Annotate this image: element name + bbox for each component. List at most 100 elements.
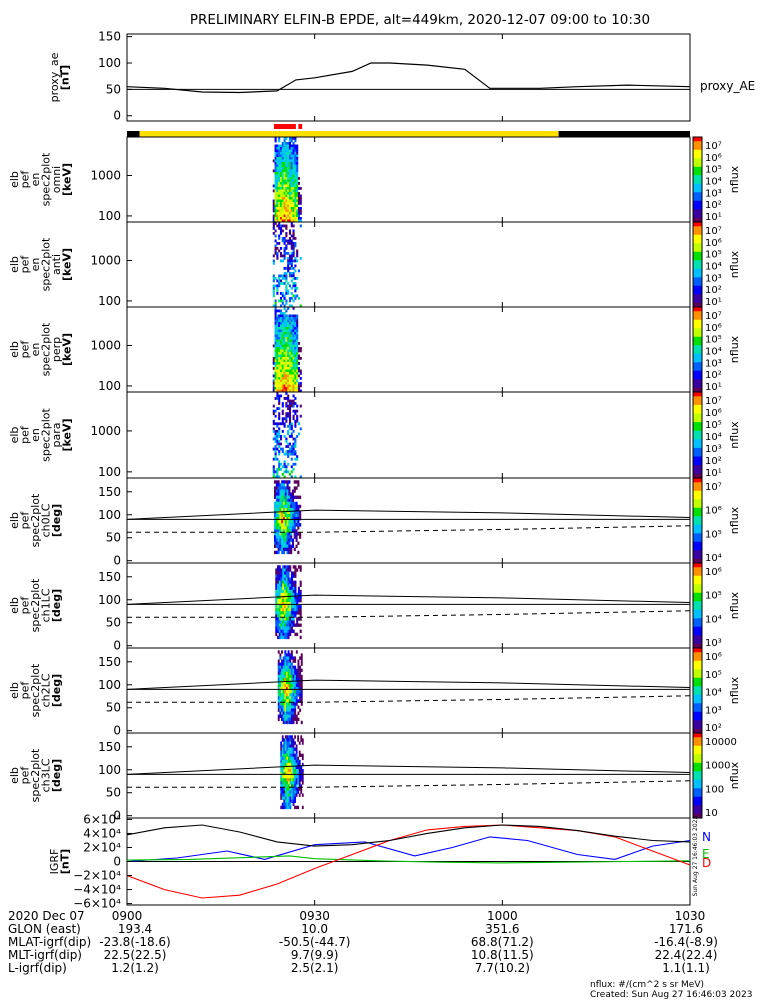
spectrogram-cell bbox=[279, 324, 283, 328]
colorbar-cell bbox=[693, 304, 702, 308]
spectrogram-ch2LC bbox=[277, 650, 303, 725]
spectrogram-cell bbox=[283, 753, 286, 758]
spectrogram-cell bbox=[294, 568, 297, 572]
spectrogram-cell bbox=[279, 462, 283, 466]
spectrogram-cell bbox=[278, 475, 281, 479]
spectrogram-cell bbox=[294, 319, 297, 323]
spectrogram-cell bbox=[287, 756, 290, 761]
spectrogram-cell bbox=[294, 457, 297, 461]
spectrogram-cell bbox=[294, 197, 297, 200]
panel-frame-ch0LC bbox=[126, 477, 691, 564]
spectrogram-cell bbox=[287, 611, 290, 615]
spectrogram-cell bbox=[279, 384, 283, 388]
colorbar-cell bbox=[693, 539, 702, 543]
spectrogram-cell bbox=[285, 252, 288, 255]
spectrogram-cell bbox=[288, 369, 292, 373]
colorbar-cell bbox=[693, 733, 702, 736]
spectrogram-cell bbox=[276, 457, 279, 461]
spectrogram-cell bbox=[284, 711, 287, 715]
spectrogram-cell bbox=[284, 690, 287, 694]
colorbar-cell bbox=[693, 743, 702, 747]
spectrogram-cell bbox=[294, 805, 296, 810]
spectrogram-cell bbox=[290, 435, 293, 438]
spectrogram-cell bbox=[276, 184, 279, 188]
spectrogram-cell bbox=[285, 659, 288, 663]
colorbar-cell bbox=[693, 567, 702, 570]
spectrogram-cell bbox=[274, 207, 277, 210]
colorbar-tick-label: 10⁷ bbox=[705, 396, 722, 407]
spectrogram-cell bbox=[294, 349, 297, 353]
spectrogram-cell bbox=[287, 217, 290, 220]
colorbar-cell bbox=[693, 364, 702, 368]
spectrogram-cell bbox=[289, 747, 292, 751]
y-axis-label: en bbox=[29, 428, 42, 442]
spectrogram-cell bbox=[291, 495, 295, 499]
spectrogram-cell bbox=[292, 762, 295, 767]
spectrogram-cell bbox=[279, 687, 282, 691]
spectrogram-cell bbox=[281, 192, 284, 195]
spectrogram-cell bbox=[276, 595, 280, 600]
colorbar-cell bbox=[693, 488, 702, 492]
spectrogram-cell bbox=[294, 668, 297, 673]
spectrogram-cell bbox=[297, 214, 301, 218]
spectrogram-cell bbox=[291, 529, 295, 533]
spectrogram-cell bbox=[283, 362, 286, 365]
spectrogram-cell bbox=[287, 680, 290, 685]
spectrogram-cell bbox=[284, 513, 287, 518]
proxy-ae-frame bbox=[126, 33, 691, 122]
spectrogram-cell bbox=[288, 498, 291, 503]
spectrogram-cell bbox=[290, 372, 293, 375]
spectrogram-cell bbox=[278, 319, 281, 323]
spectrogram-cell bbox=[275, 513, 278, 518]
spectrogram-cell bbox=[274, 352, 277, 355]
spectrogram-cell bbox=[276, 602, 280, 606]
spectrogram-cell bbox=[279, 532, 282, 536]
spectrogram-cell bbox=[277, 538, 280, 542]
spectrogram-cell bbox=[299, 687, 302, 691]
colorbar-cell bbox=[693, 141, 702, 144]
spectrogram-cell bbox=[283, 254, 286, 258]
spectrogram-cell bbox=[281, 172, 284, 175]
spectrogram-cell bbox=[274, 517, 277, 521]
spectrogram-cell bbox=[281, 359, 284, 363]
spectrogram-cell bbox=[287, 384, 290, 388]
spectrogram-cell bbox=[282, 668, 285, 673]
colorbar-cell bbox=[693, 699, 702, 702]
spectrogram-cell bbox=[288, 147, 292, 150]
colorbar-label: nflux bbox=[728, 676, 741, 704]
spectrogram-cell bbox=[279, 314, 283, 318]
spectrogram-cell bbox=[278, 402, 281, 405]
spectrogram-cell bbox=[281, 174, 284, 178]
spectrogram-cell bbox=[275, 498, 278, 503]
spectrogram-cell bbox=[283, 212, 286, 215]
colorbar-cell bbox=[693, 603, 702, 607]
spectrogram-cell bbox=[292, 369, 295, 373]
spectrogram-cell bbox=[292, 450, 295, 454]
spectrogram-cell bbox=[292, 362, 295, 365]
spectrogram-cell bbox=[283, 334, 286, 338]
spectrogram-cell bbox=[295, 765, 298, 770]
spectrogram-cell bbox=[288, 399, 292, 403]
spectrogram-cell bbox=[279, 259, 283, 263]
colorbar-cell bbox=[693, 454, 702, 458]
colorbar-cell bbox=[693, 503, 702, 507]
spectrogram-cell bbox=[287, 289, 290, 293]
spectrogram-cell bbox=[289, 705, 292, 709]
spectrogram-cell bbox=[297, 665, 300, 669]
spectrogram-cell bbox=[276, 635, 280, 640]
spectrogram-cell bbox=[295, 668, 298, 673]
colorbar-cell bbox=[693, 741, 702, 745]
spectrogram-cell bbox=[280, 598, 283, 603]
spectrogram-cell bbox=[278, 242, 281, 245]
spectrogram-cell bbox=[274, 307, 277, 310]
spectrogram-cell bbox=[293, 520, 296, 524]
spectrogram-cell bbox=[292, 714, 295, 718]
spectrogram-cell bbox=[292, 417, 295, 421]
spectrogram-cell bbox=[279, 227, 283, 230]
spectrogram-cell bbox=[292, 207, 295, 210]
spectrogram-cell bbox=[276, 207, 279, 210]
spectrogram-cell bbox=[292, 189, 295, 193]
spectrogram-cell bbox=[287, 152, 290, 155]
spectrogram-cell bbox=[279, 504, 282, 509]
spectrogram-cell bbox=[283, 159, 286, 163]
